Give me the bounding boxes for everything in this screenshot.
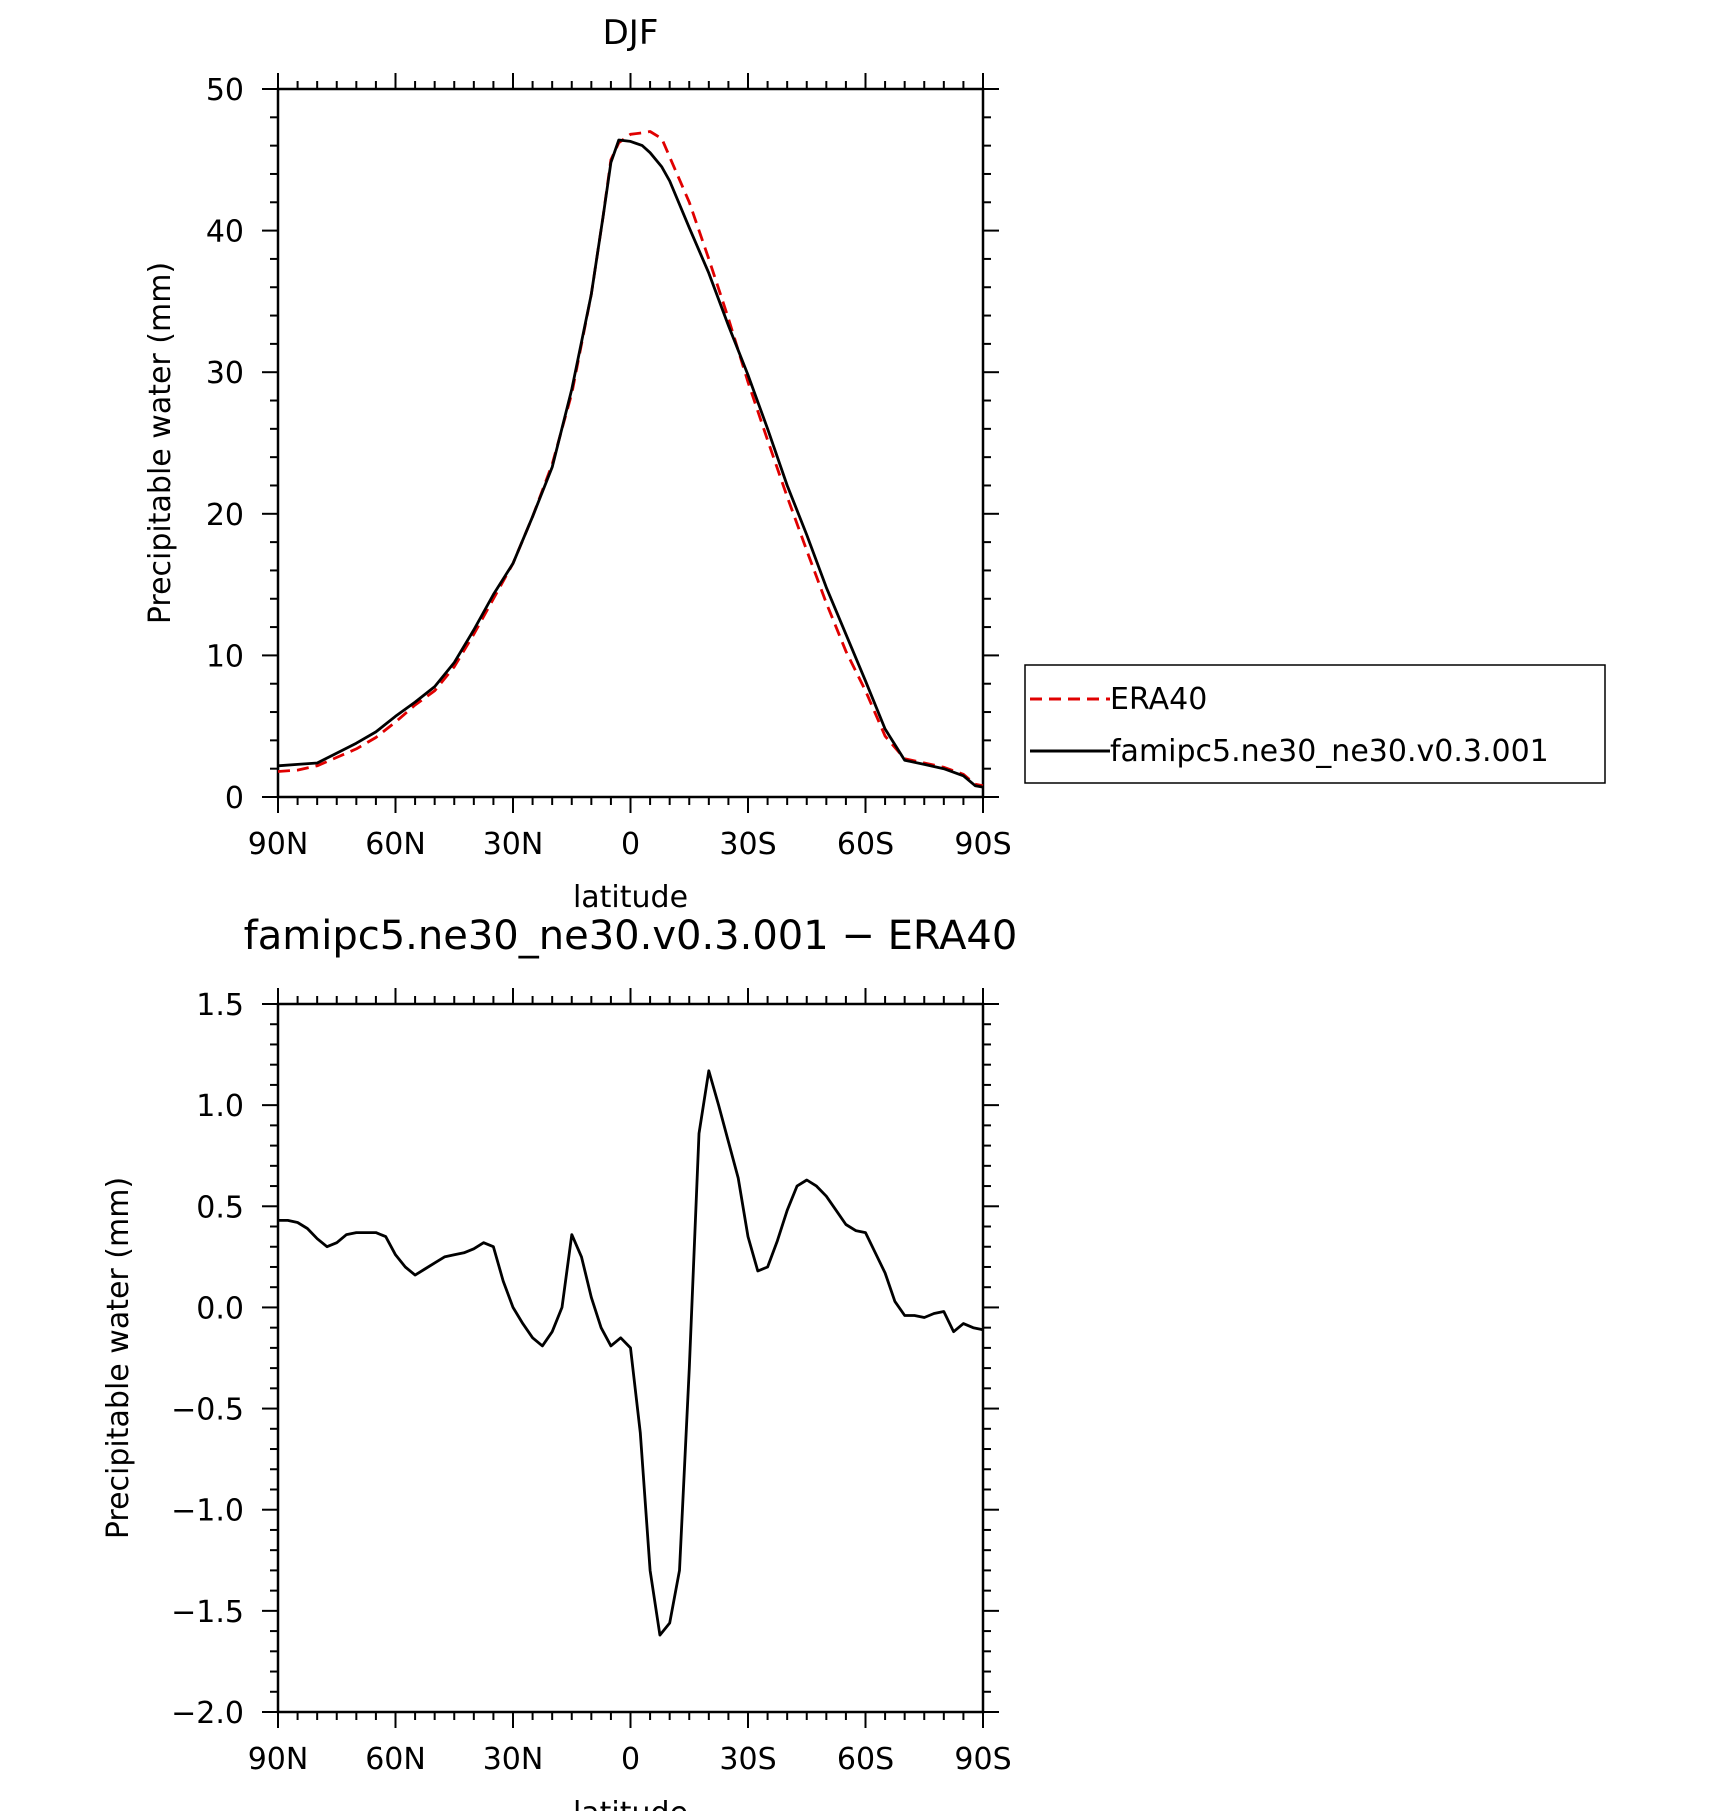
y-tick-label: 1.0 [196,1089,244,1124]
plot-frame [276,87,985,799]
x-tick-label: 30N [483,1742,544,1777]
x-axis-label: latitude [573,1796,688,1811]
x-tick-label: 0 [621,827,640,862]
chart-title: DJF [603,13,659,53]
y-tick-label: −0.5 [171,1393,244,1428]
series-line-difference [278,1069,984,1637]
y-tick-label: 20 [206,498,244,533]
x-tick-label: 30S [719,1742,776,1777]
top-panel-djf: DJF 90N 60N 30N 0 30S 60S 90S 0 10 20 30 40 50 latitud… [143,13,1012,915]
x-tick-label: 60N [365,827,426,862]
x-tick-label: 30S [719,827,776,862]
legend: ERA40 famipc5.ne30_ne30.v0.3.001 [1024,664,1606,784]
y-tick-label: 0.5 [196,1190,244,1225]
y-tick-label: 50 [206,73,244,108]
x-axis-label: latitude [573,880,688,915]
y-tick-label: 0.0 [196,1291,244,1326]
bottom-panel-difference: famipc5.ne30_ne30.v0.3.001 − ERA40 90N 60N… [101,913,1017,1811]
x-tick-label: 90N [248,827,309,862]
x-tick-label: 30N [483,827,544,862]
x-tick-label: 90S [954,827,1011,862]
x-tick-label: 60S [837,1742,894,1777]
y-tick-label: 30 [206,356,244,391]
y-tick-label: 0 [225,781,244,816]
legend-label-model: famipc5.ne30_ne30.v0.3.001 [1110,734,1549,769]
y-tick-label: 40 [206,215,244,250]
series-line-era40 [277,130,984,788]
y-axis-label: Precipitable water (mm) [143,262,178,624]
x-tick-label: 90S [954,1742,1011,1777]
legend-box [1024,664,1606,784]
x-tick-label: 90N [248,1742,309,1777]
y-tick-label: −1.0 [171,1494,244,1529]
y-tick-label: −2.0 [171,1696,244,1731]
legend-label-era40: ERA40 [1110,682,1207,717]
series-line-famipc5-ne30-ne30-v0-3-001 [277,138,984,789]
x-tick-label: 0 [621,1742,640,1777]
x-tick-label: 60S [837,827,894,862]
y-tick-label: −1.5 [171,1595,244,1630]
chart-title: famipc5.ne30_ne30.v0.3.001 − ERA40 [244,913,1018,959]
y-tick-label: 1.5 [196,988,244,1023]
y-tick-label: 10 [206,639,244,674]
x-tick-label: 60N [365,1742,426,1777]
y-axis-label: Precipitable water (mm) [101,1177,136,1539]
